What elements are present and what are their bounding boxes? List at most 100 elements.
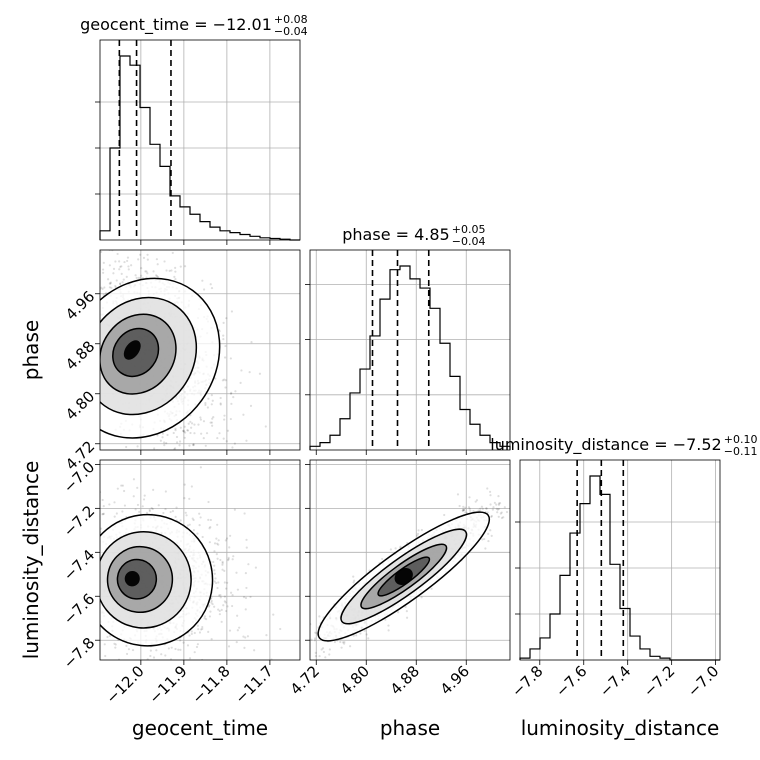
geocent_time-vs-phase-sample-point <box>240 450 242 452</box>
geocent_time-vs-phase-sample-point <box>177 480 179 482</box>
geocent_time-vs-phase-sample-point <box>197 423 200 426</box>
phase-vs-luminosity_distance-sample-point <box>564 457 566 459</box>
geocent_time-vs-phase-sample-point <box>96 260 98 262</box>
geocent_time-vs-luminosity_distance-sample-point <box>164 654 167 657</box>
geocent_time-vs-phase-sample-point <box>205 432 209 435</box>
geocent_time-vs-phase-sample-point <box>226 429 230 432</box>
geocent_time-vs-luminosity_distance-sample-point <box>223 595 226 598</box>
geocent_time-vs-luminosity_distance-sample-point <box>161 668 163 670</box>
geocent_time-vs-phase-sample-point <box>93 315 95 317</box>
phase-vs-luminosity_distance-sample-point <box>367 637 370 640</box>
geocent_time-vs-luminosity_distance-sample-point <box>101 513 104 516</box>
geocent_time-vs-phase-sample-point <box>76 266 78 268</box>
geocent_time-vs-phase-sample-point <box>100 250 103 254</box>
x-axis-label-luminosity_distance: luminosity_distance <box>521 716 720 740</box>
geocent_time-vs-phase-sample-point <box>223 378 226 381</box>
geocent_time-vs-phase-sample-point <box>225 317 228 320</box>
geocent_time-vs-luminosity_distance-sample-point <box>190 632 193 636</box>
phase-vs-luminosity_distance-sample-point <box>513 498 515 500</box>
geocent_time-vs-phase-sample-point <box>230 391 233 394</box>
geocent_time-vs-phase-sample-point <box>112 272 115 275</box>
geocent_time-vs-phase-sample-point <box>134 274 137 277</box>
phase-vs-luminosity_distance-sample-point <box>497 507 501 511</box>
phase-vs-luminosity_distance-sample-point <box>315 632 318 635</box>
geocent_time-vs-phase-sample-point <box>173 455 175 457</box>
phase-vs-luminosity_distance-sample-point <box>468 496 471 499</box>
geocent_time-vs-luminosity_distance-sample-point <box>174 515 177 518</box>
geocent_time-vs-phase-sample-point <box>158 227 160 229</box>
geocent_time-vs-luminosity_distance-sample-point <box>122 489 126 493</box>
geocent_time-vs-phase-sample-point <box>108 264 111 267</box>
geocent_time-vs-luminosity_distance-sample-point <box>209 610 212 613</box>
geocent_time-vs-luminosity_distance-sample-point <box>188 497 191 500</box>
geocent_time-vs-luminosity_distance-sample-point <box>145 511 149 514</box>
geocent_time-vs-phase-sample-point <box>102 271 105 274</box>
phase-vs-luminosity_distance-sample-point <box>328 648 331 651</box>
geocent_time-vs-phase-sample-point <box>193 423 196 426</box>
geocent_time-vs-phase-sample-point <box>137 258 140 261</box>
geocent_time-vs-phase-sample-point <box>199 472 201 474</box>
geocent_time-vs-phase-sample-point <box>174 429 177 432</box>
geocent_time-vs-luminosity_distance-xtick-label-0: −12.0 <box>102 662 147 707</box>
geocent_time-vs-phase-sample-point <box>232 396 235 399</box>
geocent_time-vs-luminosity_distance-sample-point <box>172 661 174 663</box>
geocent_time-vs-luminosity_distance-sample-point <box>87 571 89 573</box>
phase-vs-luminosity_distance-sample-point <box>302 629 304 631</box>
geocent_time-vs-phase-sample-point <box>71 225 73 227</box>
geocent_time-vs-luminosity_distance-sample-point <box>131 648 135 652</box>
geocent_time-vs-luminosity_distance-sample-point <box>188 634 191 637</box>
luminosity_distance-hist-xtick-label-3: −7.2 <box>640 662 678 700</box>
geocent_time-vs-luminosity_distance-sample-point <box>235 571 238 574</box>
phase-vs-luminosity_distance-sample-point <box>387 629 390 632</box>
geocent_time-vs-phase-sample-point <box>150 455 152 457</box>
geocent_time-vs-luminosity_distance-sample-point <box>141 505 144 508</box>
geocent_time-vs-phase-sample-point <box>245 439 248 442</box>
geocent_time-vs-phase-sample-point <box>192 443 195 446</box>
geocent_time-vs-luminosity_distance-sample-point <box>244 608 247 611</box>
geocent_time-vs-phase-sample-point <box>184 265 187 268</box>
geocent_time-vs-luminosity_distance-sample-point <box>108 634 112 638</box>
phase-vs-luminosity_distance-sample-point <box>355 634 358 637</box>
geocent_time-vs-phase-sample-point <box>179 265 182 268</box>
geocent_time-vs-phase-sample-point <box>222 334 225 337</box>
geocent_time-vs-phase-sample-point <box>101 287 104 290</box>
phase-vs-luminosity_distance-sample-point <box>288 653 290 655</box>
geocent_time-vs-luminosity_distance-sample-point <box>198 631 202 634</box>
geocent_time-vs-luminosity_distance-sample-point <box>215 537 218 540</box>
geocent_time-vs-luminosity_distance-sample-point <box>243 512 246 515</box>
geocent_time-vs-luminosity_distance-sample-point <box>121 510 124 513</box>
geocent_time-vs-phase-sample-point <box>158 458 160 460</box>
phase-vs-luminosity_distance-sample-point <box>525 487 527 489</box>
geocent_time-vs-phase-sample-point <box>209 283 212 286</box>
phase-vs-luminosity_distance-sample-point <box>514 498 516 500</box>
geocent_time-vs-luminosity_distance-sample-point <box>80 542 82 544</box>
phase-vs-luminosity_distance-sample-point <box>489 503 492 506</box>
geocent_time-vs-phase-sample-point <box>139 456 141 458</box>
phase-vs-luminosity_distance-sample-point <box>462 508 466 512</box>
geocent_time-vs-luminosity_distance-sample-point <box>207 518 210 521</box>
geocent_time-vs-luminosity_distance-ytick-label-3: −7.2 <box>60 502 98 540</box>
geocent_time-vs-luminosity_distance-sample-point <box>106 635 109 639</box>
geocent_time-vs-phase-sample-point <box>121 213 123 215</box>
geocent_time-vs-phase-density-peak <box>123 340 141 360</box>
geocent_time-vs-luminosity_distance-sample-point <box>221 563 224 566</box>
geocent_time-vs-phase-sample-point <box>240 369 243 372</box>
geocent_time-vs-phase-sample-point <box>53 240 55 242</box>
geocent_time-vs-luminosity_distance-sample-point <box>91 624 93 626</box>
geocent_time-vs-luminosity_distance-sample-point <box>222 434 224 436</box>
geocent_time-vs-phase-sample-point <box>135 276 138 279</box>
geocent_time-vs-luminosity_distance-sample-point <box>146 453 148 455</box>
geocent_time-vs-phase-sample-point <box>125 445 128 449</box>
geocent_time-vs-luminosity_distance-sample-point <box>92 582 94 584</box>
phase-vs-luminosity_distance-sample-point <box>525 502 527 504</box>
geocent_time-vs-phase-sample-point <box>184 431 187 434</box>
geocent_time-vs-luminosity_distance-sample-point <box>164 507 167 511</box>
phase-vs-luminosity_distance-sample-point <box>491 508 494 511</box>
geocent_time-vs-phase-sample-point <box>107 227 109 229</box>
geocent_time-vs-luminosity_distance-sample-point <box>236 614 239 617</box>
geocent_time-vs-luminosity_distance-sample-point <box>236 629 239 632</box>
title-phase-plus: +0.05 <box>452 223 486 236</box>
phase-vs-luminosity_distance-sample-point <box>464 506 467 509</box>
geocent_time-vs-phase-sample-point <box>218 330 221 333</box>
